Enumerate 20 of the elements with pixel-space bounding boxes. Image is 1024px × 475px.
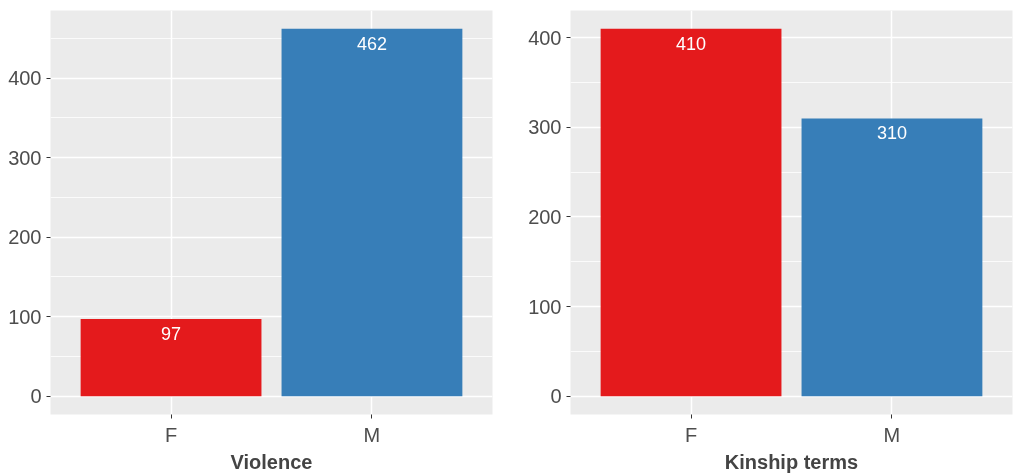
x-tick-label: M <box>883 423 901 446</box>
x-axis-title: Kinship terms <box>724 450 859 473</box>
x-tick-label: F <box>164 423 178 446</box>
y-tick-label: 100 <box>528 295 562 318</box>
data-label: 97 <box>161 324 182 345</box>
y-tick-label: 0 <box>30 385 42 408</box>
y-tick-label: 400 <box>528 26 562 49</box>
y-tick-label: 200 <box>8 226 42 249</box>
data-label: 462 <box>356 33 387 54</box>
y-tick-label: 300 <box>8 146 42 169</box>
y-tick-label: 0 <box>550 385 562 408</box>
x-axis-title: Violence <box>230 450 313 473</box>
y-tick-label: 300 <box>528 116 562 139</box>
y-tick-label: 400 <box>8 67 42 90</box>
y-tick-label: 200 <box>528 205 562 228</box>
x-tick-label: M <box>363 423 381 446</box>
y-tick-label: 100 <box>8 305 42 328</box>
x-tick-label: F <box>684 423 698 446</box>
data-label: 410 <box>676 33 707 54</box>
data-label: 310 <box>876 123 907 144</box>
